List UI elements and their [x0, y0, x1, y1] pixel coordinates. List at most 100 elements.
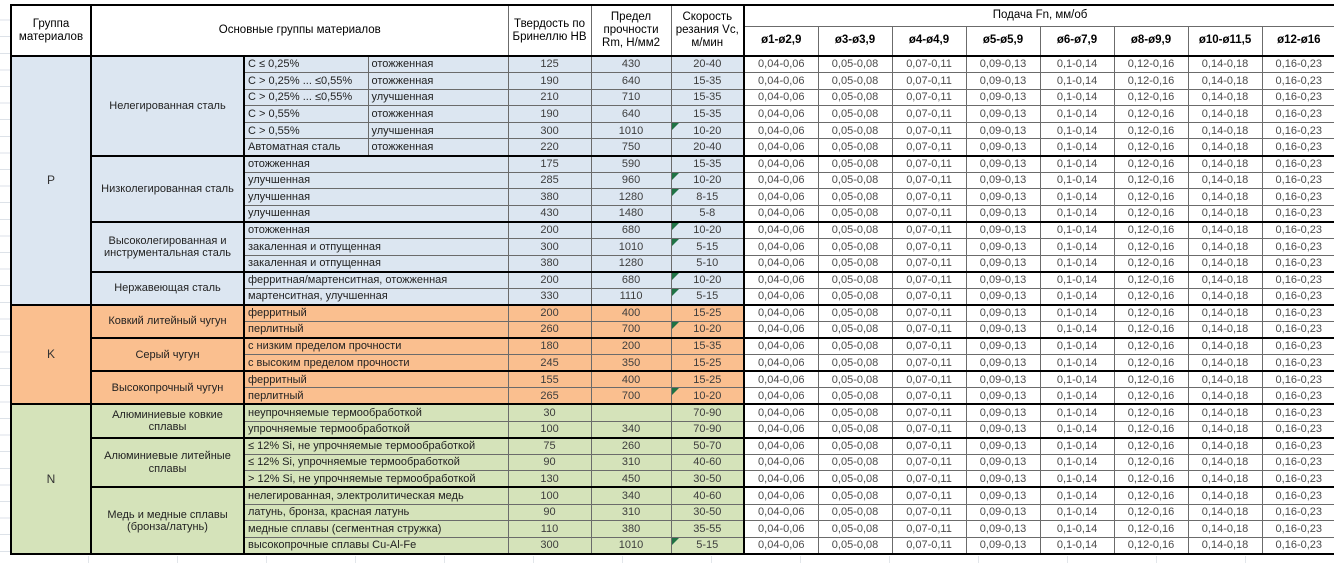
cell-feed[interactable]: 0,1-0,14	[1039, 204, 1115, 223]
cell-feed[interactable]: 0,16-0,23	[1261, 303, 1334, 322]
cell-feed[interactable]: 0,12-0,16	[1113, 470, 1189, 488]
cell-feed[interactable]: 0,04-0,06	[743, 105, 819, 123]
cell-feed[interactable]: 0,07-0,11	[891, 204, 967, 223]
cell-strength[interactable]: 590	[590, 154, 672, 173]
cell-feed[interactable]: 0,09-0,13	[965, 138, 1041, 157]
cell-feed[interactable]: 0,16-0,23	[1261, 321, 1334, 339]
cell-material-desc[interactable]: высокопрочные сплавы Cu-Al-Fe	[242, 536, 509, 555]
cell-feed[interactable]: 0,04-0,06	[743, 204, 819, 223]
cell-feed[interactable]: 0,04-0,06	[743, 453, 819, 472]
cell-speed[interactable]: 15-35	[670, 337, 745, 356]
cell-feed[interactable]: 0,1-0,14	[1039, 171, 1115, 190]
cell-strength[interactable]: 680	[590, 270, 672, 289]
cell-hardness[interactable]: 155	[507, 370, 592, 389]
cell-hardness[interactable]: 90	[507, 503, 592, 522]
cell-strength[interactable]: 380	[590, 520, 672, 538]
cell-feed[interactable]: 0,05-0,08	[817, 270, 893, 289]
header-diameter-2[interactable]: ø3-ø3,9	[817, 25, 893, 57]
cell-feed[interactable]: 0,09-0,13	[965, 503, 1041, 522]
cell-feed[interactable]: 0,1-0,14	[1039, 453, 1115, 472]
cell-feed[interactable]: 0,16-0,23	[1261, 520, 1334, 538]
cell-feed[interactable]: 0,1-0,14	[1039, 238, 1115, 256]
cell-speed[interactable]: 5-10	[670, 254, 745, 273]
cell-feed[interactable]: 0,07-0,11	[891, 287, 967, 306]
cell-feed[interactable]: 0,16-0,23	[1261, 403, 1334, 422]
cell-speed[interactable]: 20-40	[670, 138, 745, 157]
cell-feed[interactable]: 0,07-0,11	[891, 254, 967, 273]
cell-feed[interactable]: 0,09-0,13	[965, 354, 1041, 372]
cell-feed[interactable]: 0,16-0,23	[1261, 486, 1334, 505]
cell-feed[interactable]: 0,16-0,23	[1261, 188, 1334, 206]
cell-strength[interactable]: 200	[590, 337, 672, 356]
cell-strength[interactable]: 1010	[590, 238, 672, 256]
cell-hardness[interactable]: 260	[507, 321, 592, 339]
cell-feed[interactable]: 0,07-0,11	[891, 453, 967, 472]
cell-material-desc[interactable]: улучшенная	[242, 188, 509, 206]
cell-feed[interactable]: 0,04-0,06	[743, 303, 819, 322]
cell-feed[interactable]: 0,07-0,11	[891, 105, 967, 123]
cell-feed[interactable]: 0,07-0,11	[891, 171, 967, 190]
cell-feed[interactable]: 0,07-0,11	[891, 138, 967, 157]
cell-feed[interactable]: 0,04-0,06	[743, 420, 819, 439]
cell-feed[interactable]: 0,07-0,11	[891, 403, 967, 422]
cell-strength[interactable]: 1110	[590, 287, 672, 306]
cell-feed[interactable]: 0,14-0,18	[1187, 503, 1263, 522]
cell-feed[interactable]: 0,04-0,06	[743, 138, 819, 157]
cell-speed[interactable]: 50-70	[670, 436, 745, 455]
cell-feed[interactable]: 0,1-0,14	[1039, 354, 1115, 372]
header-material-group[interactable]: Группа материалов	[10, 4, 92, 57]
cell-feed[interactable]: 0,1-0,14	[1039, 55, 1115, 74]
cell-material-desc[interactable]: упрочняемые термообработкой	[242, 420, 509, 439]
cell-feed[interactable]: 0,16-0,23	[1261, 254, 1334, 273]
cell-group-name[interactable]: Медь и медные сплавы (бронза/латунь)	[90, 486, 245, 555]
cell-feed[interactable]: 0,04-0,06	[743, 387, 819, 405]
cell-speed[interactable]: 15-25	[670, 354, 745, 372]
cell-feed[interactable]: 0,07-0,11	[891, 188, 967, 206]
cell-feed[interactable]: 0,16-0,23	[1261, 536, 1334, 555]
cell-speed[interactable]: 15-35	[670, 154, 745, 173]
cell-feed[interactable]: 0,07-0,11	[891, 303, 967, 322]
cell-feed[interactable]: 0,12-0,16	[1113, 72, 1189, 90]
cell-strength[interactable]: 340	[590, 420, 672, 439]
cell-feed[interactable]: 0,05-0,08	[817, 105, 893, 123]
cell-feed[interactable]: 0,04-0,06	[743, 486, 819, 505]
cell-feed[interactable]: 0,04-0,06	[743, 270, 819, 289]
cell-feed[interactable]: 0,07-0,11	[891, 503, 967, 522]
cell-feed[interactable]: 0,14-0,18	[1187, 121, 1263, 140]
cell-feed[interactable]: 0,04-0,06	[743, 72, 819, 90]
cell-speed[interactable]: 10-20	[670, 121, 745, 140]
cell-feed[interactable]: 0,09-0,13	[965, 287, 1041, 306]
cell-group-name[interactable]: Алюминиевые литейные сплавы	[90, 436, 245, 488]
cell-feed[interactable]: 0,1-0,14	[1039, 370, 1115, 389]
cell-feed[interactable]: 0,07-0,11	[891, 370, 967, 389]
cell-speed[interactable]: 10-20	[670, 171, 745, 190]
cell-material-group-code[interactable]: P	[10, 55, 92, 306]
cell-feed[interactable]: 0,16-0,23	[1261, 220, 1334, 240]
cell-feed[interactable]: 0,04-0,06	[743, 287, 819, 306]
cell-feed[interactable]: 0,05-0,08	[817, 520, 893, 538]
cell-speed[interactable]: 10-20	[670, 387, 745, 405]
cell-feed[interactable]: 0,05-0,08	[817, 238, 893, 256]
cell-hardness[interactable]: 430	[507, 204, 592, 223]
cell-feed[interactable]: 0,07-0,11	[891, 72, 967, 90]
cell-feed[interactable]: 0,05-0,08	[817, 121, 893, 140]
cell-material-desc[interactable]: закаленная и отпущенная	[242, 254, 509, 273]
cell-feed[interactable]: 0,14-0,18	[1187, 354, 1263, 372]
cell-feed[interactable]: 0,07-0,11	[891, 270, 967, 289]
cell-material-desc[interactable]: с низким пределом прочности	[242, 337, 509, 356]
cell-strength[interactable]: 400	[590, 370, 672, 389]
cell-feed[interactable]: 0,12-0,16	[1113, 420, 1189, 439]
cell-feed[interactable]: 0,05-0,08	[817, 403, 893, 422]
cell-feed[interactable]: 0,05-0,08	[817, 154, 893, 173]
cell-feed[interactable]: 0,16-0,23	[1261, 337, 1334, 356]
cell-speed[interactable]: 15-35	[670, 105, 745, 123]
cell-strength[interactable]: 960	[590, 171, 672, 190]
cell-strength[interactable]: 350	[590, 354, 672, 372]
cell-feed[interactable]: 0,09-0,13	[965, 453, 1041, 472]
cell-feed[interactable]: 0,04-0,06	[743, 88, 819, 107]
cell-feed[interactable]: 0,05-0,08	[817, 254, 893, 273]
cell-hardness[interactable]: 200	[507, 220, 592, 240]
cell-feed[interactable]: 0,09-0,13	[965, 88, 1041, 107]
cell-carbon-content[interactable]: C > 0,25% ... ≤0,55%	[243, 88, 369, 107]
cell-speed[interactable]: 30-50	[670, 470, 745, 488]
